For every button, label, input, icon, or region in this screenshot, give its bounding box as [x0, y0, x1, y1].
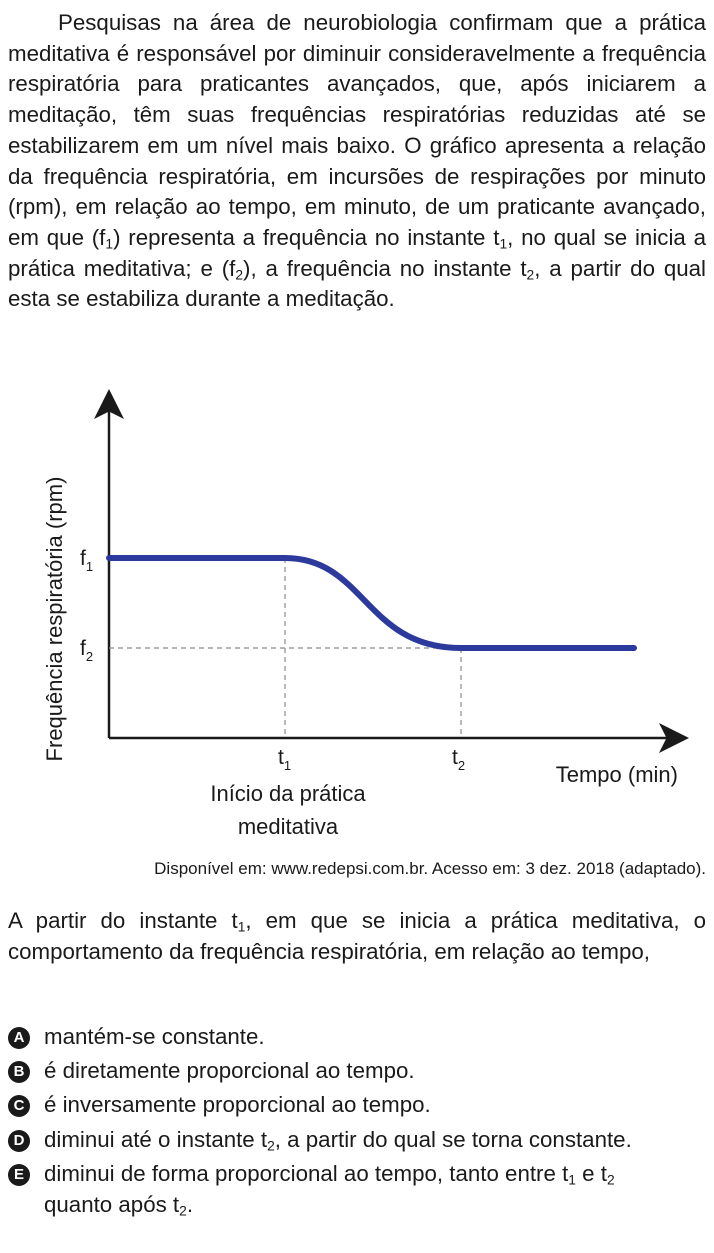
intro-text: Pesquisas na área de neurobiologia confi…	[8, 8, 706, 315]
sub-f2: 2	[235, 266, 244, 283]
intro-text-4: ), a frequência no instante t	[243, 255, 527, 281]
option-b-text: é diretamente proporcional ao tempo.	[44, 1058, 415, 1084]
option-e-text-1: diminui de forma proporcional ao tempo, …	[44, 1160, 569, 1186]
question-text: A partir do instante t1, em que se inici…	[8, 906, 706, 967]
sub-t1: 1	[499, 235, 508, 252]
option-e-badge-icon: E	[8, 1163, 30, 1186]
source-citation: Disponível em: www.redepsi.com.br. Acess…	[154, 859, 706, 878]
option-d-text-2: , a partir do qual se torna constante.	[274, 1126, 632, 1152]
question-text-2: , em que se inicia a prática meditativa,…	[8, 908, 706, 964]
option-a-text: mantém-se constante.	[44, 1024, 265, 1049]
sub-t2: 2	[526, 266, 535, 283]
y-tick-f2: f2	[80, 637, 93, 664]
question-text-1: A partir do instante t	[8, 908, 238, 933]
option-e-sub-3: 2	[179, 1201, 187, 1218]
question-sub-t1: 1	[237, 918, 246, 935]
intro-paragraph: Pesquisas na área de neurobiologia confi…	[8, 8, 706, 315]
question: A partir do instante t1, em que se inici…	[8, 906, 706, 967]
x-tick-t2: t2	[452, 746, 465, 773]
sub-f1: 1	[105, 235, 114, 252]
option-e-text-2: e t	[575, 1160, 607, 1186]
option-a-badge-icon: A	[8, 1027, 30, 1049]
x-axis-label: Tempo (min)	[556, 762, 678, 787]
frequency-series-line	[106, 555, 637, 651]
option-e-text-3: quanto após t	[44, 1191, 180, 1217]
intro-text-2: ) representa a frequência no instante t	[113, 224, 500, 250]
y-axis-label: Frequência respiratória (rpm)	[42, 477, 67, 762]
option-e-sub-1: 1	[568, 1171, 576, 1188]
option-d-sub: 2	[267, 1137, 275, 1154]
respiratory-frequency-chart: Frequência respiratória (rpm) f1 f2 t1 t…	[42, 389, 689, 839]
intro-text-5: , a partir do qual esta se estabiliza du…	[8, 255, 706, 312]
annotation-line-2: meditativa	[238, 814, 339, 839]
option-d-badge-icon: D	[8, 1129, 30, 1152]
option-e-sub-2: 2	[606, 1171, 615, 1188]
option-d-text-1: diminui até o instante t	[44, 1126, 268, 1152]
annotation-line-1: Início da prática	[210, 781, 366, 806]
option-b-badge-icon: B	[8, 1061, 30, 1084]
x-tick-t1: t1	[278, 746, 291, 773]
intro-text-3: , no qual se inicia a prática meditativa…	[8, 224, 706, 281]
y-tick-f1: f1	[80, 547, 93, 574]
option-c-text: é inversamente proporcional ao tempo.	[44, 1092, 431, 1118]
option-c-badge-icon: C	[8, 1095, 30, 1118]
option-e-text-4: .	[186, 1191, 194, 1217]
intro-text-1: Pesquisas na área de neurobiologia confi…	[8, 10, 706, 250]
